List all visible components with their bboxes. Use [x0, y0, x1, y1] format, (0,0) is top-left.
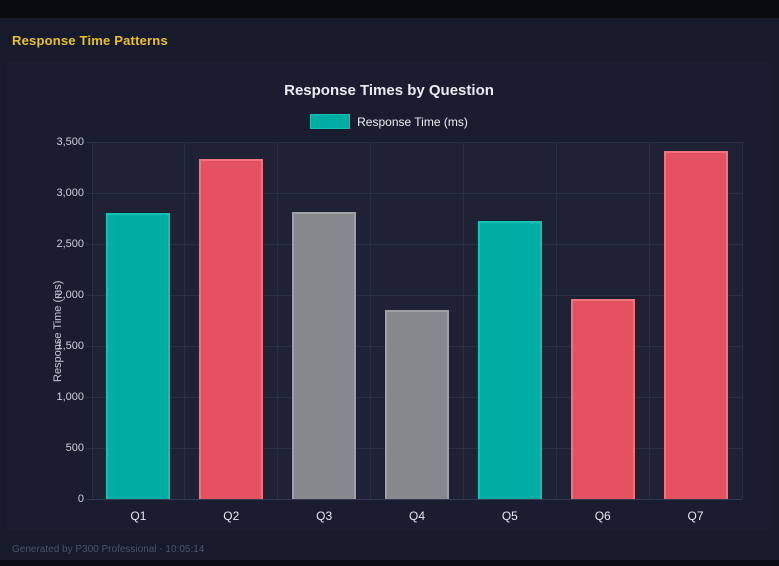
bar-q1	[106, 213, 171, 499]
bar-q6	[570, 299, 635, 499]
plot-area	[86, 141, 743, 500]
x-tick-q3: Q3	[316, 509, 333, 523]
gridline-x-7	[741, 142, 743, 499]
y-tick-3,500: 3,500	[56, 136, 84, 148]
y-axis-tick-labels: 0 500 1,000 1,500 2,000 2,500 3,000 3,500	[6, 136, 84, 505]
x-axis-tick-labels: Q1 Q2 Q3 Q4 Q5 Q6 Q7	[92, 509, 742, 529]
gridline-x-1	[184, 142, 186, 499]
y-tick-0: 0	[77, 493, 84, 505]
bar-q7	[663, 151, 728, 499]
y-tick-1,500: 1,500	[56, 340, 84, 352]
x-tick-q4: Q4	[408, 509, 426, 523]
gridline-x-4	[462, 142, 464, 499]
gridline-x-2	[277, 142, 279, 499]
y-tick-500: 500	[65, 442, 84, 454]
gridline-y-3,000	[86, 192, 742, 194]
y-tick-1,000: 1,000	[56, 391, 84, 403]
bar-q2	[199, 159, 264, 499]
x-tick-q2: Q2	[223, 509, 240, 523]
gridline-y-2,000	[86, 294, 742, 296]
legend-label: Response Time (ms)	[357, 114, 468, 129]
x-tick-q5: Q5	[501, 509, 518, 523]
gridline-x-5	[555, 142, 557, 499]
x-tick-q7: Q7	[687, 509, 704, 523]
x-tick-q1: Q1	[130, 509, 147, 523]
gridline-x-3	[370, 142, 372, 499]
gridline-y-3,500	[86, 141, 742, 143]
chart-title: Response Times by Question	[284, 82, 494, 99]
gridline-y-2,500	[86, 243, 742, 245]
legend-swatch	[310, 114, 351, 129]
bar-q3	[292, 212, 357, 499]
chart-legend[interactable]: Response Time (ms)	[6, 114, 772, 129]
top-strip	[0, 0, 779, 18]
bottom-strip	[0, 560, 779, 566]
y-tick-3,000: 3,000	[56, 187, 84, 199]
y-tick-2,000: 2,000	[56, 289, 84, 301]
gridline-x-6	[648, 142, 650, 499]
x-tick-q6: Q6	[594, 509, 611, 523]
page-title: Response Time Patterns	[12, 33, 168, 48]
bar-q4	[385, 310, 449, 499]
bar-q5	[477, 221, 542, 499]
gridline-y-0	[86, 498, 742, 500]
chart-panel: Response Times by Question Response Time…	[6, 62, 772, 530]
gridline-x-0	[91, 142, 93, 499]
footer-status-text: Generated by P300 Professional - 10:05:1…	[12, 544, 205, 555]
y-tick-2,500: 2,500	[56, 238, 84, 250]
